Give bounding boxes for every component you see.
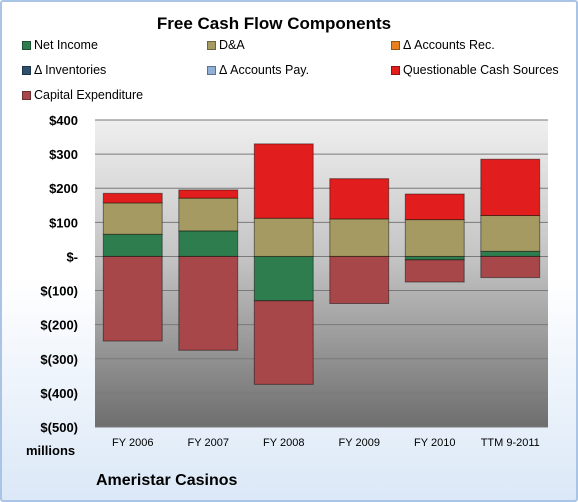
y-tick-label: $(300) xyxy=(40,352,78,367)
x-tick-label: FY 2006 xyxy=(112,437,153,449)
bar-segment xyxy=(404,193,465,221)
y-tick-label: $(200) xyxy=(40,318,78,333)
y-tick-label: $400 xyxy=(49,113,78,128)
legend-label-accounts-rec: Δ Accounts Rec. xyxy=(403,38,495,52)
bar-segment xyxy=(329,255,390,305)
bar-segment xyxy=(329,218,390,257)
bar-segment xyxy=(178,189,239,199)
legend-swatch-da xyxy=(207,41,216,50)
legend-label-accounts-pay: Δ Accounts Pay. xyxy=(219,63,310,77)
bar-segment xyxy=(178,255,239,351)
bar-segment xyxy=(404,255,465,261)
x-tick-label: FY 2008 xyxy=(263,437,304,449)
legend-label-net-income: Net Income xyxy=(34,38,98,52)
y-tick-label: $300 xyxy=(49,147,78,162)
bar-segment xyxy=(253,255,314,302)
bar-segment xyxy=(178,197,239,232)
y-tick-label: $(400) xyxy=(40,386,78,401)
chart-title: Free Cash Flow Components xyxy=(156,14,392,33)
bar-segment xyxy=(102,255,163,342)
bar-segment xyxy=(178,230,239,257)
y-tick-label: $(500) xyxy=(40,420,78,435)
legend-label-capex: Capital Expenditure xyxy=(34,88,144,102)
bar-segment xyxy=(102,233,163,257)
legend-label-inventories: Δ Inventories xyxy=(34,63,107,77)
bar-segment xyxy=(253,217,314,257)
company-name: Ameristar Casinos xyxy=(96,472,238,489)
legend-swatch-accounts-rec xyxy=(391,41,400,50)
legend-label-questionable: Questionable Cash Sources xyxy=(403,63,559,77)
y-tick-label: $(100) xyxy=(40,284,78,299)
bar-segment xyxy=(102,202,163,235)
bar-segment xyxy=(329,178,390,220)
bar-segment xyxy=(480,158,541,217)
y-tick-label: $- xyxy=(66,249,78,264)
x-tick-label: FY 2010 xyxy=(414,437,455,449)
legend-swatch-inventories xyxy=(22,66,31,75)
y-tick-label: $100 xyxy=(49,215,78,230)
unit-label: millions xyxy=(26,443,76,458)
bar-segment xyxy=(480,250,541,257)
y-tick-label: $200 xyxy=(49,181,78,196)
legend-swatch-questionable xyxy=(391,66,400,75)
legend-swatch-accounts-pay xyxy=(207,66,216,75)
x-tick-label: FY 2009 xyxy=(339,437,380,449)
bar-segment xyxy=(480,255,541,279)
x-tick-label: FY 2007 xyxy=(188,437,229,449)
x-tick-label: TTM 9-2011 xyxy=(481,437,540,449)
bar-segment xyxy=(253,300,314,385)
bar-segment xyxy=(480,215,541,252)
bar-segment xyxy=(404,219,465,257)
bar-segment xyxy=(404,259,465,283)
legend-swatch-net-income xyxy=(22,41,31,50)
bar-segment xyxy=(102,192,163,204)
plot-area xyxy=(95,120,548,427)
legend-label-da: D&A xyxy=(219,38,245,52)
legend-swatch-capex xyxy=(22,91,31,100)
bar-segment xyxy=(253,143,314,219)
